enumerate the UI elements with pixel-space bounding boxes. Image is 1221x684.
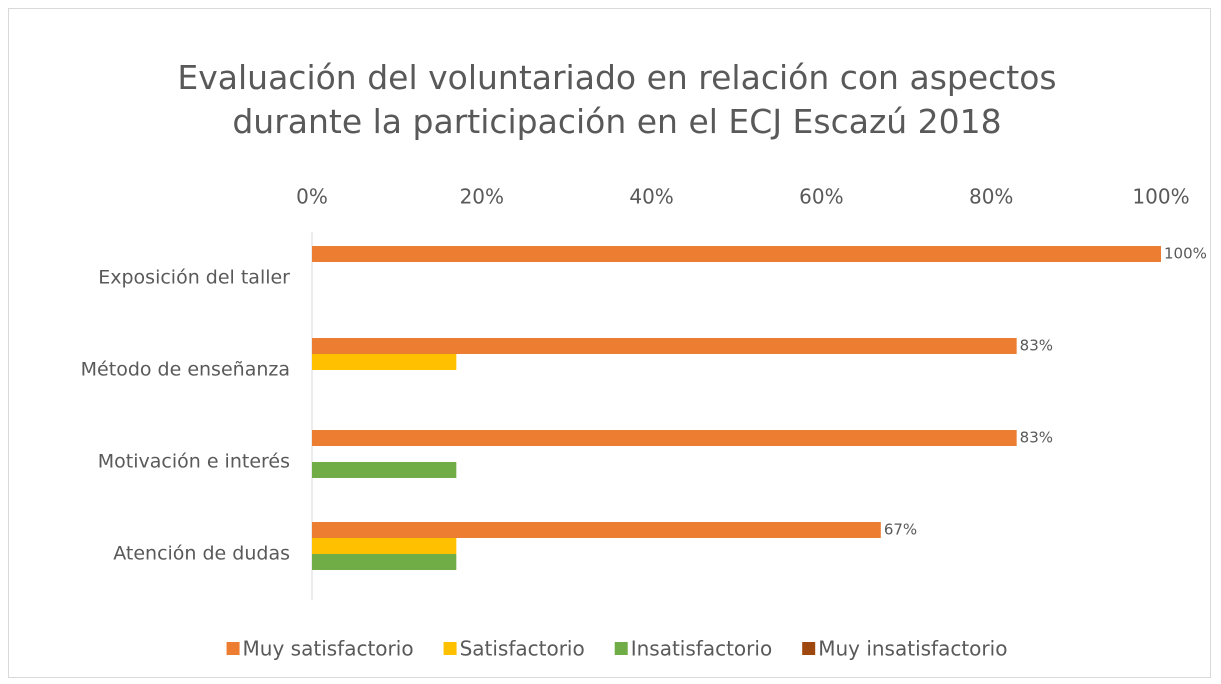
- bar: [312, 554, 457, 570]
- data-label: 83%: [1020, 337, 1053, 355]
- x-tick-label: 20%: [460, 185, 504, 209]
- bar: [312, 354, 457, 370]
- bar: [312, 430, 1017, 446]
- y-tick-label: Motivación e interés: [98, 451, 290, 473]
- x-tick-label: 60%: [799, 185, 843, 209]
- x-tick-label: 80%: [969, 185, 1013, 209]
- x-tick-label: 40%: [629, 185, 673, 209]
- data-label: 67%: [884, 521, 917, 539]
- legend-swatch: [226, 642, 240, 655]
- chart-title: Evaluación del voluntariado en relación …: [177, 58, 1057, 141]
- bar: [312, 522, 881, 538]
- data-label: 83%: [1020, 429, 1053, 447]
- bar: [312, 338, 1017, 354]
- legend-label: Insatisfactorio: [631, 637, 772, 661]
- y-tick-label: Atención de dudas: [113, 543, 290, 565]
- chart-frame: [8, 8, 1211, 678]
- bar: [312, 538, 457, 554]
- data-label: 100%: [1164, 245, 1207, 263]
- legend-swatch: [614, 642, 628, 655]
- legend-swatch: [802, 642, 816, 655]
- legend-label: Muy satisfactorio: [243, 637, 414, 661]
- y-tick-label: Método de enseñanza: [81, 359, 290, 381]
- legend-label: Muy insatisfactorio: [818, 637, 1007, 661]
- x-tick-label: 0%: [296, 185, 328, 209]
- x-tick-label: 100%: [1132, 185, 1189, 209]
- bar: [312, 246, 1161, 262]
- bar: [312, 462, 457, 478]
- legend-swatch: [443, 642, 457, 655]
- y-tick-label: Exposición del taller: [98, 267, 290, 289]
- legend-label: Satisfactorio: [460, 637, 585, 661]
